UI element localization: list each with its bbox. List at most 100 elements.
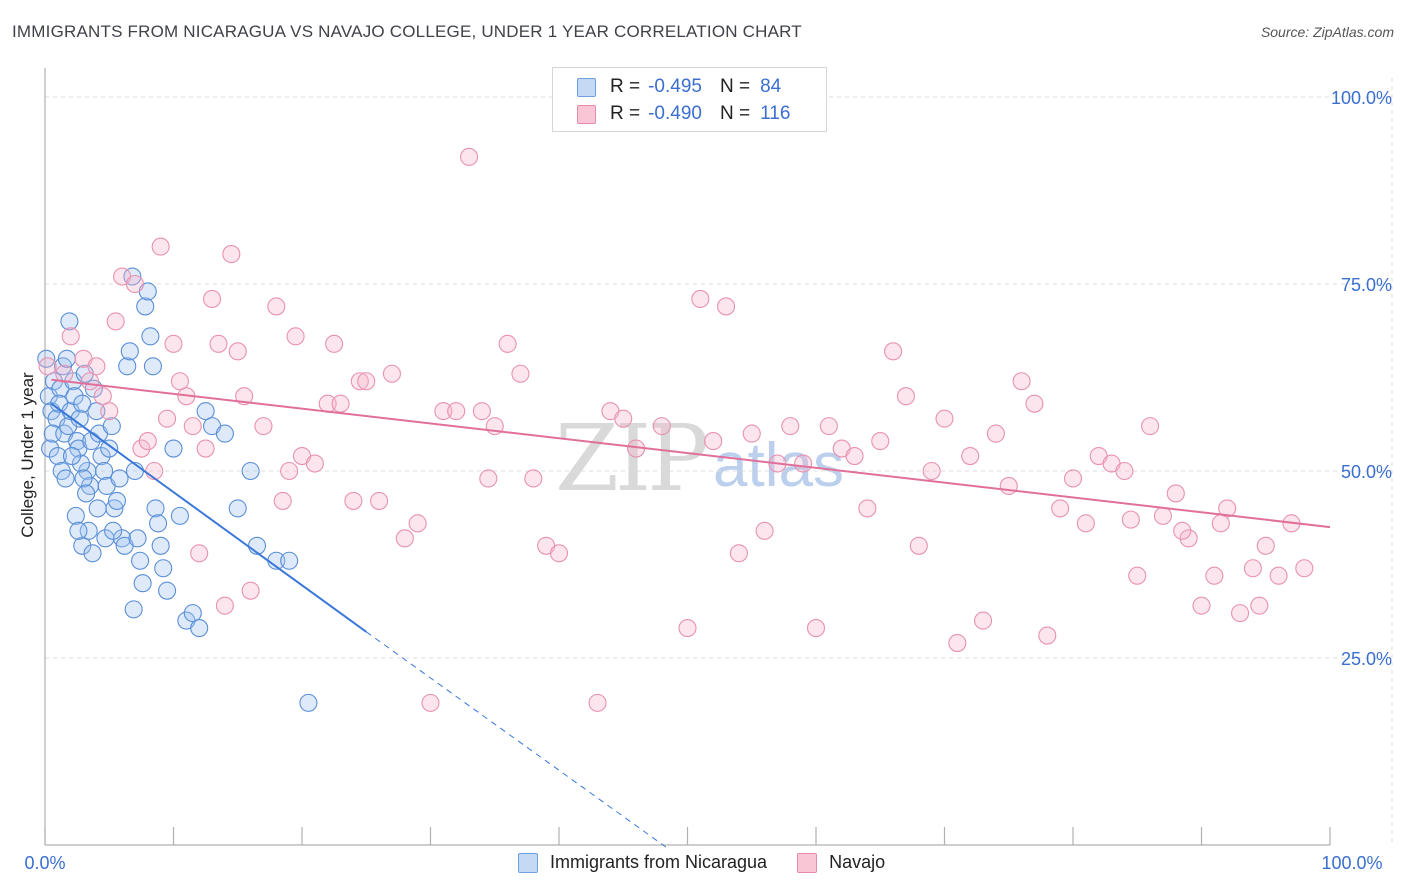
point-navajo <box>479 469 498 488</box>
point-navajo <box>421 693 440 712</box>
point-navajo <box>1038 626 1057 645</box>
point-navajo <box>138 432 157 451</box>
point-nicaragua <box>107 491 127 510</box>
trend-line-nicaragua-extension <box>365 631 669 850</box>
point-navajo <box>755 521 774 540</box>
point-nicaragua <box>71 454 91 473</box>
point-navajo <box>614 409 633 428</box>
trend-line-navajo <box>51 378 1331 529</box>
point-navajo <box>716 297 736 316</box>
y-tick-label: 100.0% <box>1331 88 1392 108</box>
point-navajo <box>38 357 57 376</box>
stats-legend: R = -0.495 N = 84 R = -0.490 N = 116 <box>552 67 827 132</box>
legend-n-value: 84 <box>760 76 782 97</box>
point-navajo <box>106 312 125 331</box>
point-nicaragua <box>56 469 75 488</box>
point-navajo <box>395 529 414 548</box>
legend-row-nicaragua: R = -0.495 N = 84 <box>577 76 781 98</box>
point-nicaragua <box>110 469 129 488</box>
point-nicaragua <box>131 551 150 570</box>
point-navajo <box>183 417 202 436</box>
point-navajo <box>254 417 273 436</box>
point-navajo <box>170 372 189 391</box>
y-axis-label: College, Under 1 year <box>18 372 37 538</box>
legend-swatch-pink <box>577 104 596 124</box>
point-navajo <box>344 491 363 510</box>
point-navajo <box>151 237 170 256</box>
legend-swatch-pink <box>797 852 818 873</box>
point-navajo <box>691 289 710 309</box>
point-navajo <box>408 514 427 533</box>
legend-r-label: R = <box>610 103 641 124</box>
point-nicaragua <box>164 439 183 458</box>
point-nicaragua <box>37 349 56 368</box>
point-nicaragua <box>41 439 60 458</box>
point-navajo <box>267 297 286 316</box>
point-nicaragua <box>143 357 162 376</box>
point-navajo <box>370 491 389 510</box>
legend-swatch-blue <box>518 852 538 873</box>
point-nicaragua <box>241 461 260 481</box>
series-legend: Immigrants from Nicaragua Navajo <box>518 852 915 873</box>
point-navajo <box>729 544 748 563</box>
point-navajo <box>922 461 941 481</box>
point-navajo <box>652 417 671 436</box>
legend-r-value: -0.490 <box>648 103 702 124</box>
point-nicaragua <box>149 514 168 533</box>
point-navajo <box>241 581 260 600</box>
point-navajo <box>961 446 980 466</box>
point-navajo <box>781 417 800 436</box>
point-navajo <box>331 394 350 413</box>
point-navajo <box>1025 394 1044 413</box>
point-nicaragua <box>69 521 88 540</box>
point-nicaragua <box>102 417 121 436</box>
point-nicaragua <box>57 349 76 368</box>
point-navajo <box>1250 596 1269 615</box>
watermark-atlas: atlas <box>713 430 844 501</box>
point-navajo <box>325 334 344 353</box>
point-navajo <box>286 327 305 346</box>
point-navajo <box>1166 484 1185 503</box>
point-navajo <box>203 289 222 309</box>
point-navajo <box>498 334 517 353</box>
point-navajo <box>93 387 112 406</box>
point-nicaragua <box>128 529 147 548</box>
point-nicaragua <box>151 536 170 555</box>
x-tick-label-max: 100.0% <box>1321 853 1382 873</box>
point-nicaragua <box>280 551 299 570</box>
point-navajo <box>280 461 299 481</box>
point-nicaragua <box>83 544 102 563</box>
point-nicaragua <box>120 342 139 361</box>
legend-n-value: 116 <box>760 103 791 124</box>
point-navajo <box>1179 529 1198 548</box>
point-navajo <box>1243 559 1262 578</box>
legend-n-label: N = <box>719 76 751 97</box>
point-navajo <box>61 327 80 346</box>
tick-labels: 100.0% 75.0% 50.0% 25.0% 0.0% 100.0% <box>24 88 1392 873</box>
point-navajo <box>549 544 569 563</box>
point-navajo <box>158 409 177 428</box>
point-navajo <box>1173 521 1192 540</box>
point-navajo <box>871 432 890 451</box>
point-navajo <box>87 357 106 376</box>
point-navajo <box>55 364 74 383</box>
point-nicaragua <box>118 357 137 376</box>
point-navajo <box>1141 417 1160 436</box>
legend-r-label: R = <box>610 76 641 97</box>
point-navajo <box>215 596 234 615</box>
point-nicaragua <box>196 402 215 421</box>
point-nicaragua <box>87 402 106 421</box>
point-navajo <box>1269 566 1288 585</box>
y-tick-label: 25.0% <box>1341 649 1392 669</box>
point-navajo <box>382 364 402 383</box>
legend-n-label: N = <box>719 103 751 124</box>
point-nicaragua <box>73 536 92 555</box>
point-nicaragua <box>183 604 202 623</box>
gridlines <box>45 78 1393 845</box>
point-navajo <box>973 611 993 630</box>
point-navajo <box>472 402 491 421</box>
point-navajo <box>1211 514 1230 533</box>
point-nicaragua <box>154 559 173 578</box>
point-navajo <box>459 147 479 166</box>
